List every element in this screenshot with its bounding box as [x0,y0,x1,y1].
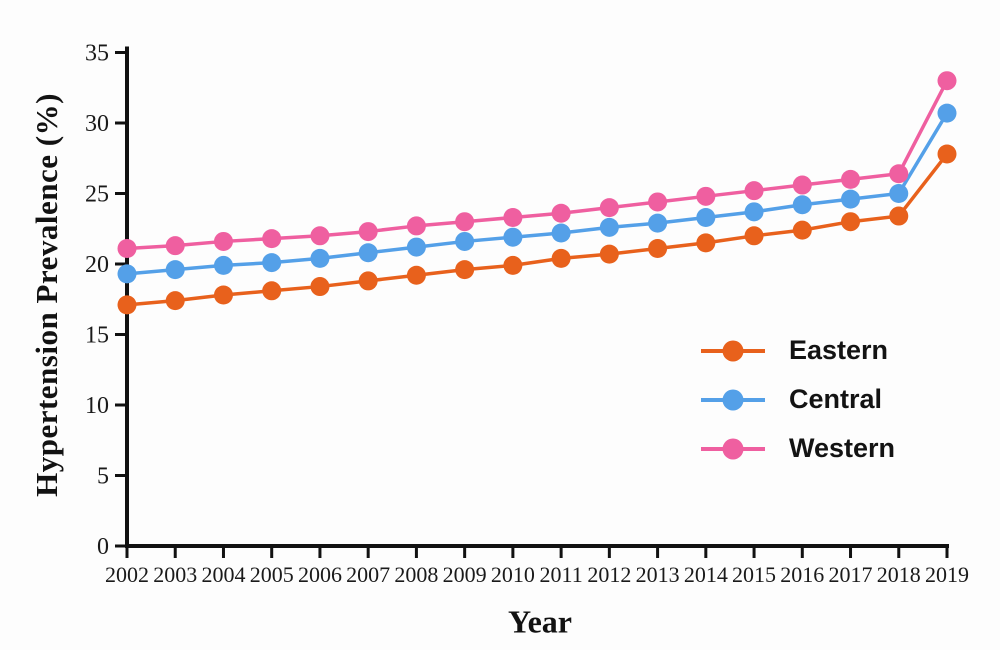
x-tick-label: 2003 [153,562,197,587]
legend-item-eastern: Eastern [701,326,895,375]
x-tick-label: 2017 [829,562,873,587]
data-point-western-2017 [841,169,861,189]
data-point-eastern-2013 [648,238,668,258]
data-point-eastern-2011 [551,248,571,268]
data-point-eastern-2012 [599,244,619,264]
data-point-eastern-2006 [310,277,330,297]
data-point-western-2012 [599,198,619,218]
data-point-eastern-2014 [696,233,716,253]
y-tick-label: 20 [85,252,109,278]
data-point-western-2009 [455,212,475,232]
legend-item-central: Central [701,375,895,424]
data-point-eastern-2017 [841,212,861,232]
western-line-marker-icon [701,438,765,459]
data-point-eastern-2007 [358,271,378,291]
data-point-central-2015 [744,202,764,222]
x-tick-label: 2008 [394,562,438,587]
data-point-eastern-2004 [213,285,233,305]
data-point-western-2008 [406,216,426,236]
data-point-western-2004 [213,231,233,251]
data-point-eastern-2018 [889,206,909,226]
data-point-central-2010 [503,227,523,247]
legend-label-central: Central [789,384,883,414]
data-point-central-2019 [937,103,957,123]
x-tick-label: 2002 [105,562,149,587]
data-point-central-2017 [841,189,861,209]
x-tick-label: 2012 [587,562,631,587]
x-tick-label: 2009 [443,562,487,587]
data-point-western-2015 [744,181,764,201]
data-point-eastern-2008 [406,265,426,285]
series-line-central [126,112,949,276]
data-point-central-2003 [165,260,185,280]
y-axis-title: Hypertension Prevalence (%) [29,93,64,497]
x-tick-label: 2014 [684,562,728,587]
y-tick-label: 10 [85,393,109,419]
data-point-eastern-2016 [792,220,812,240]
data-point-central-2009 [455,231,475,251]
data-point-central-2007 [358,243,378,263]
data-point-central-2018 [889,184,909,203]
x-tick-label: 2004 [201,562,245,587]
x-tick-label: 2016 [780,562,824,587]
x-tick-label: 2013 [636,562,680,587]
data-point-western-2006 [310,226,330,246]
data-point-central-2014 [696,207,716,227]
data-point-western-2005 [262,229,282,249]
data-point-western-2010 [503,207,523,227]
x-tick-label: 2010 [491,562,535,587]
data-point-central-2008 [406,237,426,257]
x-tick-label: 2006 [298,562,342,587]
series-line-eastern [126,152,949,307]
data-point-eastern-2002 [117,295,137,315]
data-point-western-2013 [648,192,668,212]
y-tick-label: 5 [97,464,109,490]
data-point-central-2012 [599,217,619,237]
y-tick-label: 30 [85,111,109,137]
legend: Eastern Central Western [701,326,895,473]
legend-label-eastern: Eastern [789,335,889,365]
x-tick-label: 2018 [877,562,921,587]
y-tick-label: 0 [97,534,109,560]
data-point-eastern-2009 [455,260,475,280]
data-point-eastern-2010 [503,255,523,275]
data-point-central-2006 [310,248,330,268]
x-axis-title: Year [508,603,572,640]
legend-item-western: Western [701,424,895,473]
data-point-western-2019 [937,71,957,91]
data-point-central-2013 [648,213,668,233]
legend-label-western: Western [789,433,896,463]
y-tick-label: 25 [85,182,109,208]
data-point-western-2002 [117,238,137,258]
y-tick-label: 15 [85,323,109,349]
central-line-marker-icon [701,389,765,410]
data-point-central-2005 [262,253,282,273]
data-point-western-2007 [358,222,378,242]
data-point-eastern-2019 [937,144,957,164]
data-point-central-2004 [213,255,233,275]
x-tick-label: 2011 [540,562,583,587]
series-line-western [126,79,949,251]
data-point-western-2011 [551,203,571,223]
x-tick-label: 2007 [346,562,390,587]
x-tick-label: 2019 [925,562,969,587]
data-point-eastern-2015 [744,226,764,246]
data-point-western-2016 [792,175,812,195]
data-point-central-2002 [117,264,137,284]
x-tick-label: 2005 [250,562,294,587]
y-tick-label: 35 [85,41,109,67]
data-point-western-2018 [889,164,909,184]
x-tick-label: 2015 [732,562,776,587]
data-point-central-2016 [792,195,812,215]
data-point-eastern-2003 [165,291,185,311]
eastern-line-marker-icon [701,340,765,361]
data-point-western-2003 [165,236,185,256]
data-point-western-2014 [696,186,716,206]
data-point-central-2011 [551,223,571,243]
data-point-eastern-2005 [262,281,282,301]
